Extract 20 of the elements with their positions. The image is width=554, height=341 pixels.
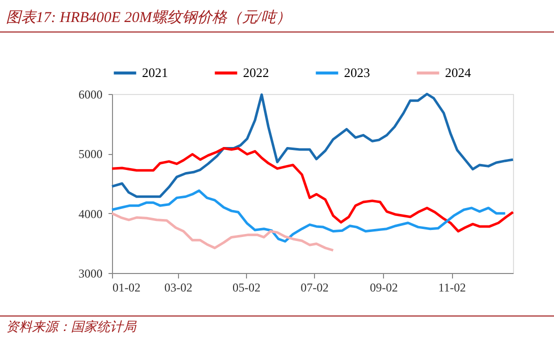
y-tick-label: 4000 [78, 206, 102, 221]
legend-label: 2022 [243, 65, 269, 80]
line-series [110, 212, 334, 252]
legend-label: 2023 [344, 65, 370, 80]
chart-title: 图表17: HRB400E 20M螺纹钢价格（元/吨） [6, 9, 291, 26]
line-series [110, 189, 506, 243]
line-series [110, 92, 514, 198]
line-series [110, 147, 514, 232]
y-tick-label: 3000 [78, 266, 102, 280]
y-tick-label: 6000 [78, 88, 102, 102]
legend-label: 2024 [445, 65, 472, 80]
x-tick-label: 07-02 [300, 280, 329, 294]
x-tick-label: 11-02 [438, 280, 466, 294]
text: 资料来源：国家统计局 [6, 319, 137, 334]
x-tick-label: 01-02 [112, 280, 140, 294]
x-tick-label: 09-02 [370, 280, 398, 294]
y-tick-label: 5000 [78, 147, 102, 162]
x-tick-label: 03-02 [164, 280, 192, 294]
legend-label: 2021 [142, 65, 168, 80]
x-tick-label: 05-02 [232, 280, 261, 294]
